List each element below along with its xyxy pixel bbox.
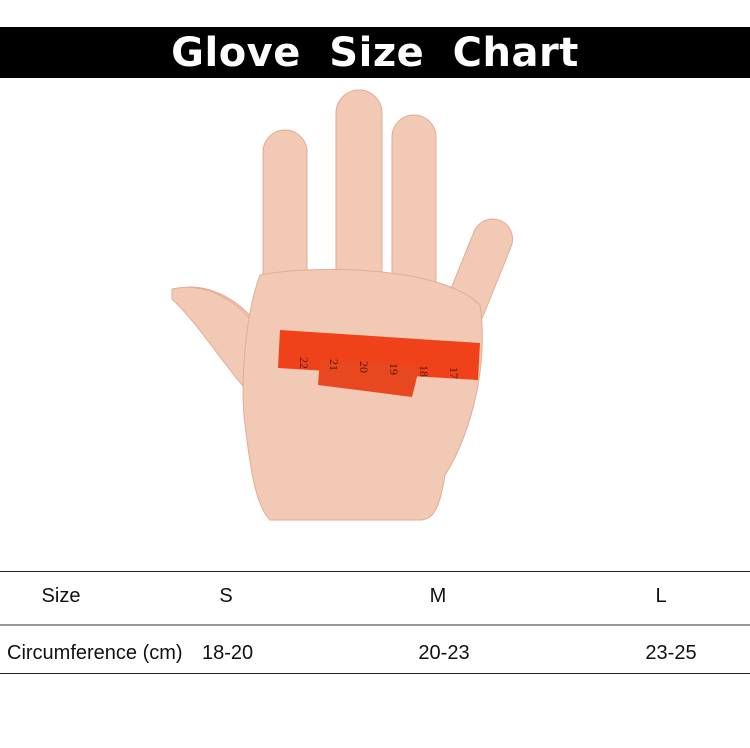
- tape-number: 19: [387, 363, 401, 375]
- size-l: L: [655, 585, 667, 607]
- tape-number: 20: [357, 361, 371, 373]
- measuring-tape: 22 21 20 19 18 17: [278, 330, 480, 397]
- hand-measurement-illustration: 22 21 20 19 18 17: [171, 89, 514, 521]
- circumference-s: 18-20: [202, 642, 254, 664]
- size-s: S: [219, 585, 233, 607]
- tape-number: 18: [417, 365, 431, 377]
- circumference-label: Circumference (cm): [7, 642, 183, 664]
- size-header-label: Size: [41, 585, 81, 607]
- tape-number: 17: [447, 367, 461, 379]
- tape-number: 22: [297, 357, 311, 369]
- table-bottom-border: [0, 673, 750, 674]
- tape-number: 21: [327, 359, 341, 371]
- circumference-m: 20-23: [418, 642, 470, 664]
- circumference-l: 23-25: [645, 642, 697, 664]
- table-row-divider: [0, 624, 750, 626]
- palm: [242, 268, 483, 521]
- page-title: Glove Size Chart: [171, 29, 579, 76]
- size-m: M: [429, 585, 447, 607]
- title-banner: Glove Size Chart: [0, 27, 750, 78]
- table-top-border: [0, 571, 750, 572]
